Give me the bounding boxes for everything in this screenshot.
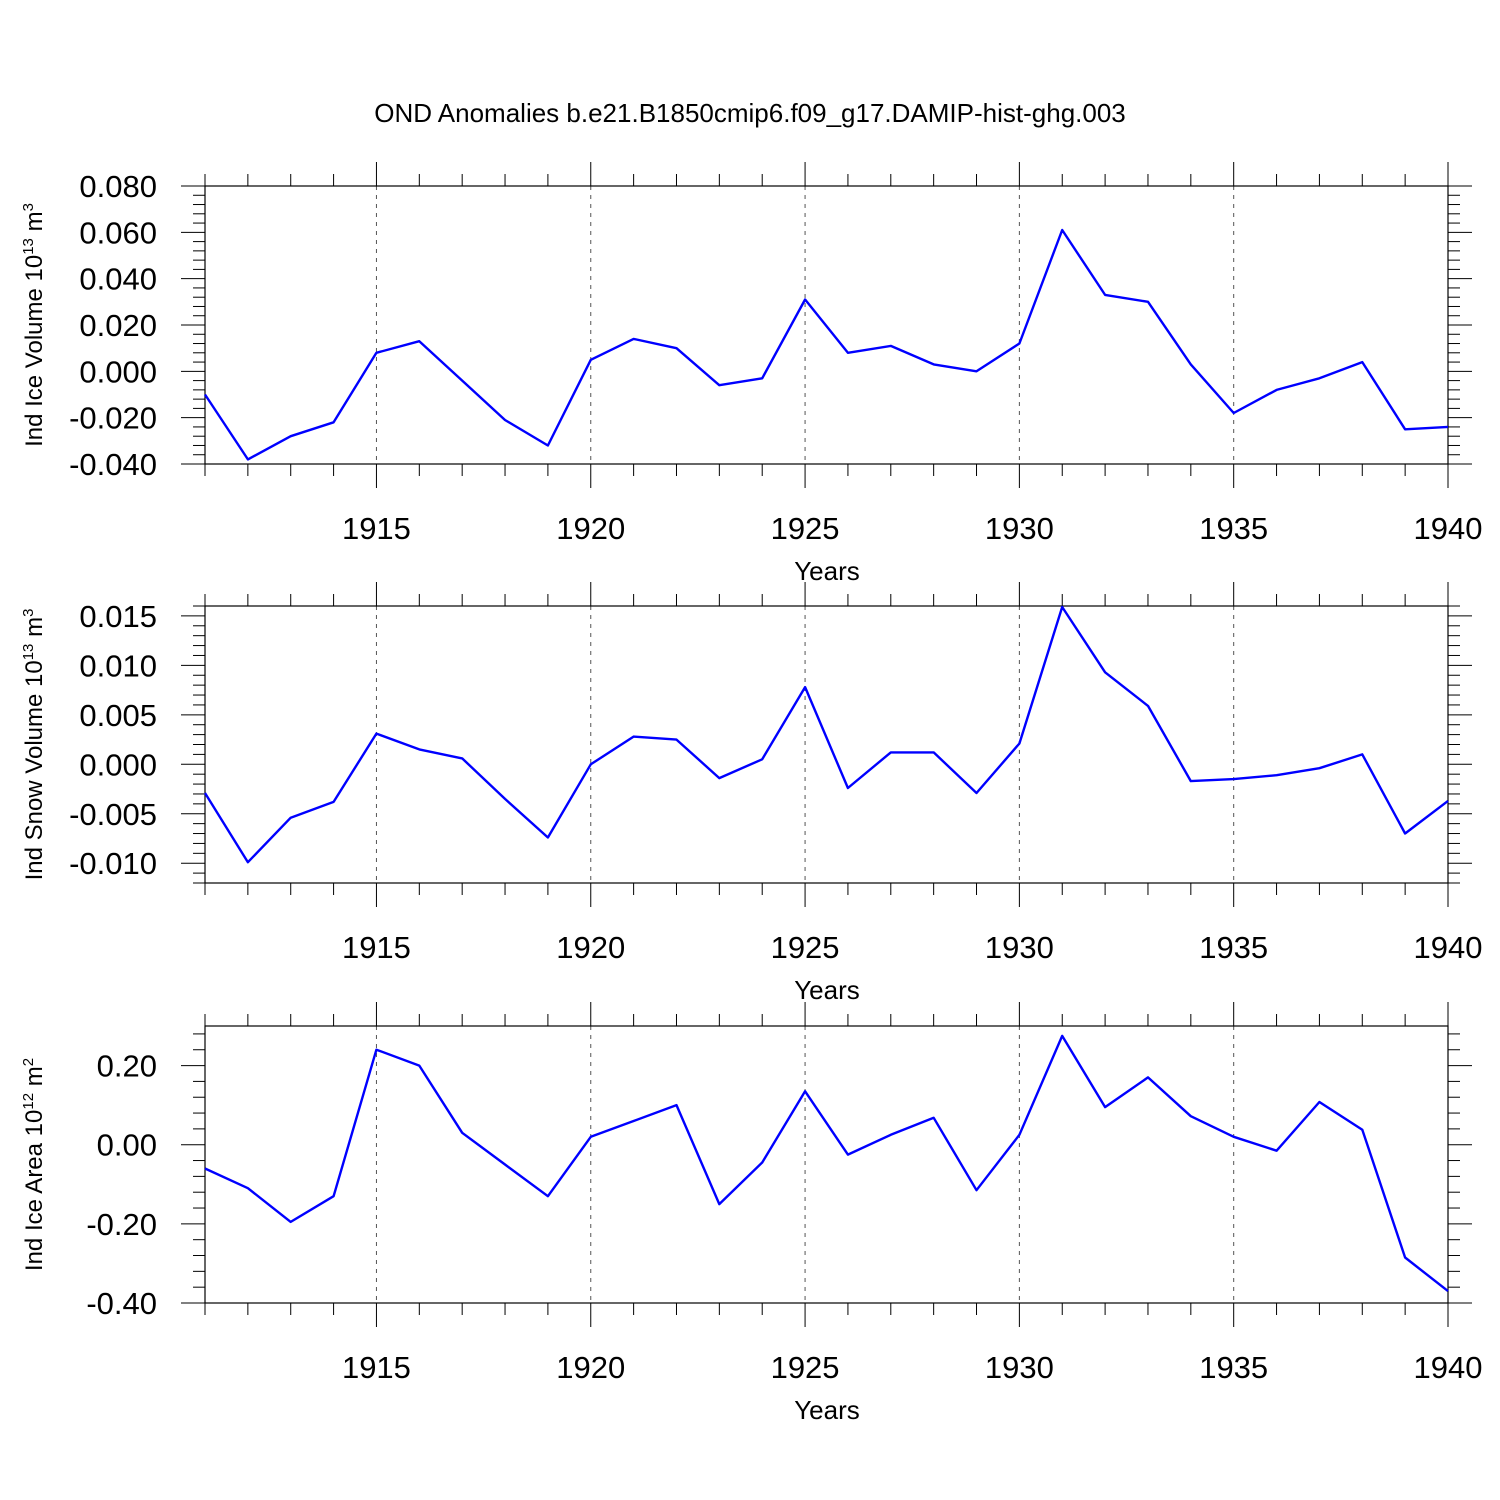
y-tick-label: 0.000 [79, 747, 157, 782]
series-line [203, 228, 1449, 461]
panel-2: -0.010 -0.005 0.000 0.005 0.010 0.015 1915 1920… [20, 582, 1482, 1005]
y-tick-label: -0.010 [69, 846, 157, 881]
x-tick-label: 1940 [1414, 1350, 1483, 1385]
x-tick-label: 1935 [1199, 930, 1268, 965]
y-tick-label: -0.020 [69, 401, 157, 436]
x-tick-label: 1925 [771, 930, 840, 965]
y-axis-label-ylabel-unit-exp: 3 [20, 203, 37, 211]
x-tick-label: 1940 [1414, 511, 1483, 546]
y-axis-label-ylabel: Ind Ice Volume 10 [21, 255, 48, 447]
x-tick-label: 1940 [1414, 930, 1483, 965]
x-tick-label: 1925 [771, 1350, 840, 1385]
series-line [204, 1034, 1449, 1293]
y-axis-label-ylabel-unit: m [21, 1066, 48, 1093]
y-tick-label: 0.060 [79, 215, 157, 250]
y-tick-label: 0.00 [97, 1128, 157, 1163]
y-axis-label-ylabel: Ind Snow Volume 10 [21, 660, 48, 880]
chart-title: OND Anomalies b.e21.B1850cmip6.f09_g17.D… [374, 98, 1126, 128]
plot-frame [204, 605, 1449, 884]
x-tick-label: 1925 [771, 511, 840, 546]
x-tick-label: 1920 [556, 1350, 625, 1385]
y-tick-label: 0.20 [97, 1049, 157, 1084]
x-tick-label: 1930 [985, 1350, 1054, 1385]
y-axis-label-ylabel-unit: m [21, 211, 48, 238]
y-tick-label: 0.080 [79, 169, 157, 204]
x-tick-label: 1920 [556, 511, 625, 546]
y-tick-label: 0.015 [79, 599, 157, 634]
panel-1: -0.040 -0.020 0.000 0.020 0.040 0.060 0.080 191… [20, 162, 1482, 586]
x-tick-label: 1920 [556, 930, 625, 965]
x-tick-label: 1935 [1199, 511, 1268, 546]
y-tick-label: 0.040 [79, 262, 157, 297]
y-axis-label-ylabel-exp: 13 [20, 644, 37, 661]
y-axis-label-ylabel-unit-exp: 2 [20, 1058, 37, 1066]
x-tick-label: 1915 [342, 1350, 411, 1385]
y-tick-label: -0.40 [86, 1286, 157, 1321]
y-axis-label: Ind Ice Volume 1013 m3 [20, 203, 48, 447]
x-tick-label: 1935 [1199, 1350, 1268, 1385]
y-tick-label: 0.020 [79, 308, 157, 343]
y-axis-label: Ind Ice Area 1012 m2 [20, 1058, 48, 1271]
x-tick-label: 1915 [342, 930, 411, 965]
x-axis-label: Years [794, 556, 860, 586]
y-tick-label: 0.010 [79, 648, 157, 683]
y-axis-label-ylabel-exp: 13 [20, 238, 37, 255]
y-axis-label-ylabel: Ind Ice Area 10 [21, 1110, 48, 1271]
plot-frame [204, 1025, 1449, 1304]
y-axis-label-ylabel-unit-exp: 3 [20, 609, 37, 617]
y-tick-label: -0.040 [69, 447, 157, 482]
y-axis-label-ylabel-unit: m [21, 617, 48, 644]
x-tick-label: 1930 [985, 930, 1054, 965]
y-tick-label: -0.20 [86, 1207, 157, 1242]
x-axis-label: Years [794, 1395, 860, 1425]
x-tick-label: 1930 [985, 511, 1054, 546]
y-tick-label: 0.005 [79, 698, 157, 733]
y-tick-label: -0.005 [69, 797, 157, 832]
x-axis-label: Years [794, 975, 860, 1005]
x-tick-label: 1915 [342, 511, 411, 546]
panel-3: -0.40 -0.20 0.00 0.20 1915 1920 1925 1930 1935 19… [20, 1002, 1482, 1425]
y-tick-label: 0.000 [79, 354, 157, 389]
series-line [203, 605, 1449, 864]
y-axis-label-ylabel-exp: 12 [20, 1093, 37, 1110]
y-axis-label: Ind Snow Volume 1013 m3 [20, 609, 48, 881]
